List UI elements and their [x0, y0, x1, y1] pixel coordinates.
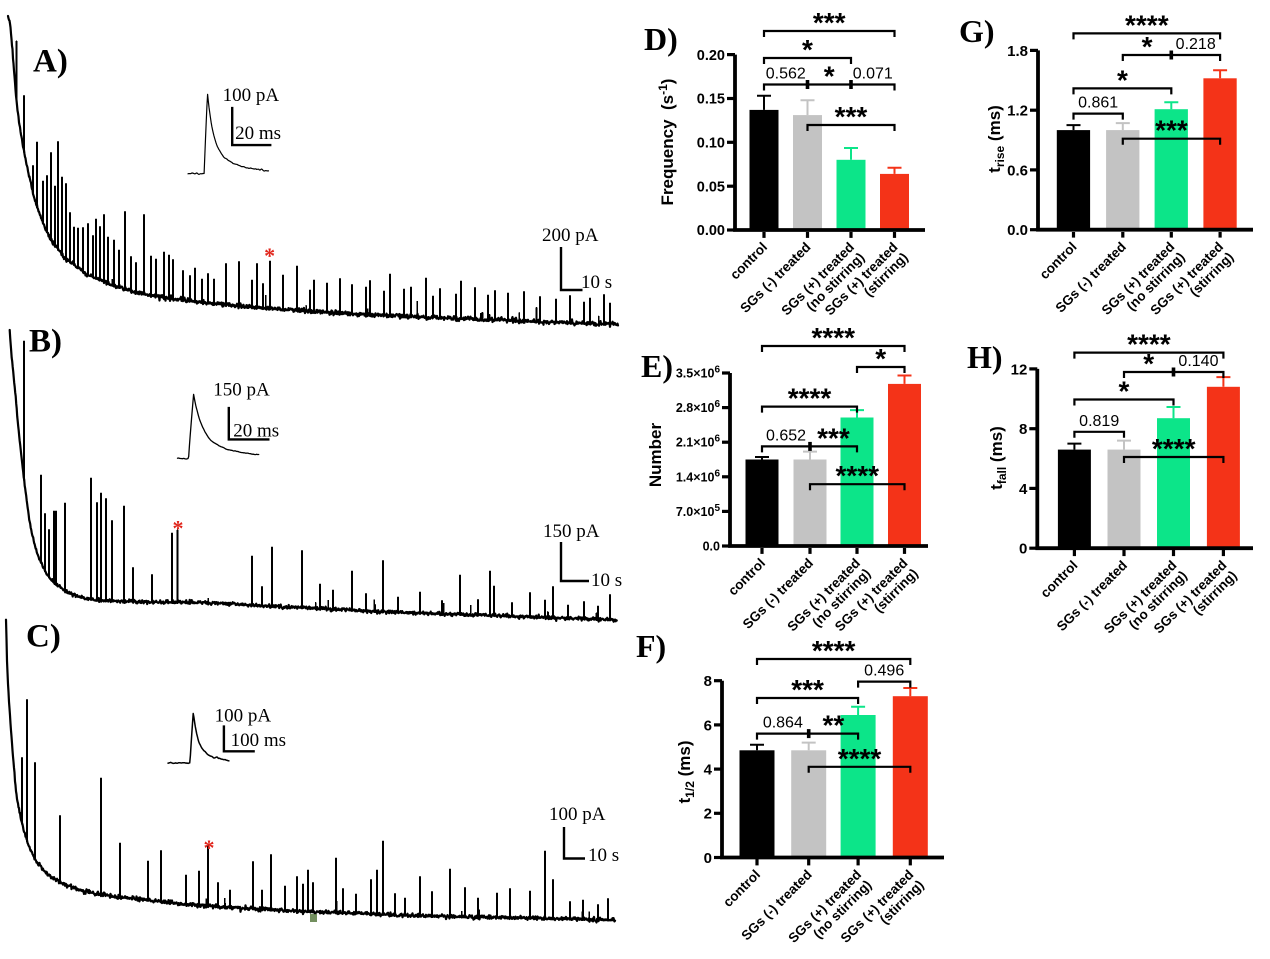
svg-text:****: **** [838, 743, 882, 774]
svg-text:0.652: 0.652 [766, 427, 806, 444]
svg-text:*: * [1142, 31, 1153, 62]
svg-text:****: **** [1125, 9, 1169, 40]
svg-text:***: *** [791, 674, 824, 705]
svg-text:0.496: 0.496 [864, 663, 904, 680]
svg-text:10 s: 10 s [581, 272, 612, 293]
svg-text:***: *** [813, 7, 846, 38]
svg-text:****: **** [1152, 433, 1196, 464]
svg-text:G): G) [959, 13, 995, 49]
svg-text:D): D) [644, 21, 678, 57]
svg-text:8: 8 [1019, 421, 1027, 438]
svg-text:0.00: 0.00 [697, 223, 725, 239]
svg-text:4: 4 [1019, 481, 1028, 498]
svg-text:control: control [1037, 239, 1080, 282]
svg-text:3.5×106: 3.5×106 [676, 365, 721, 381]
svg-text:*: * [204, 835, 215, 860]
svg-text:***: *** [1155, 115, 1188, 146]
svg-text:Frequency (s-1): Frequency (s-1) [656, 79, 677, 206]
svg-text:150 pA: 150 pA [543, 521, 600, 542]
svg-text:Number: Number [646, 423, 665, 488]
svg-text:0.0: 0.0 [703, 540, 720, 554]
svg-text:0.140: 0.140 [1178, 353, 1218, 370]
svg-text:***: *** [817, 422, 850, 453]
svg-text:4: 4 [704, 762, 713, 779]
svg-text:*: * [824, 61, 835, 92]
svg-text:200 pA: 200 pA [542, 225, 599, 246]
svg-text:1.2: 1.2 [1007, 103, 1028, 120]
svg-text:****: **** [811, 322, 855, 353]
svg-text:1.4×106: 1.4×106 [676, 468, 721, 484]
svg-text:control: control [720, 867, 763, 910]
svg-text:control: control [1038, 558, 1081, 601]
svg-text:2.1×106: 2.1×106 [676, 434, 721, 450]
svg-text:100 pA: 100 pA [223, 85, 280, 106]
svg-text:8: 8 [704, 673, 712, 690]
svg-text:0: 0 [704, 850, 712, 867]
svg-text:0.0: 0.0 [1007, 222, 1028, 239]
svg-text:2: 2 [704, 806, 712, 823]
svg-text:*: * [1117, 64, 1128, 95]
svg-text:0.05: 0.05 [697, 179, 725, 195]
svg-text:0.20: 0.20 [697, 48, 725, 64]
svg-text:**: ** [823, 710, 845, 741]
svg-text:trise (ms): trise (ms) [985, 105, 1007, 173]
svg-text:tfall (ms): tfall (ms) [987, 426, 1009, 490]
svg-text:0: 0 [1019, 541, 1027, 558]
svg-text:150 pA: 150 pA [213, 380, 270, 401]
svg-text:0.071: 0.071 [853, 66, 893, 83]
svg-text:H): H) [967, 339, 1003, 375]
svg-text:****: **** [1127, 329, 1171, 360]
svg-text:A): A) [33, 44, 68, 80]
svg-text:0.819: 0.819 [1079, 413, 1119, 430]
svg-text:100 pA: 100 pA [215, 706, 272, 727]
svg-text:10 s: 10 s [588, 845, 619, 866]
svg-text:1.8: 1.8 [1007, 43, 1028, 60]
svg-text:****: **** [812, 635, 856, 666]
svg-text:t1/2 (ms): t1/2 (ms) [675, 741, 697, 804]
svg-text:0.15: 0.15 [697, 92, 725, 108]
svg-text:*: * [1118, 376, 1129, 407]
svg-text:***: *** [835, 101, 868, 132]
svg-text:*: * [1143, 348, 1154, 379]
svg-text:****: **** [835, 460, 879, 491]
svg-text:0.6: 0.6 [1007, 162, 1028, 179]
svg-text:0.864: 0.864 [763, 715, 803, 732]
svg-text:100 pA: 100 pA [549, 804, 606, 825]
svg-text:6: 6 [704, 717, 712, 734]
svg-text:control: control [725, 555, 768, 598]
svg-text:20 ms: 20 ms [235, 123, 281, 144]
svg-text:100 ms: 100 ms [231, 730, 286, 751]
svg-text:7.0×105: 7.0×105 [676, 503, 721, 519]
svg-text:E): E) [641, 348, 673, 384]
svg-text:0.10: 0.10 [697, 136, 725, 152]
svg-text:*: * [802, 34, 813, 65]
svg-text:F): F) [636, 628, 666, 664]
svg-text:20 ms: 20 ms [233, 421, 279, 442]
svg-text:*: * [875, 343, 886, 374]
svg-text:B): B) [29, 324, 62, 360]
svg-text:0.218: 0.218 [1176, 36, 1216, 53]
svg-text:C): C) [26, 619, 61, 655]
svg-text:control: control [727, 239, 770, 282]
svg-text:****: **** [788, 383, 832, 414]
svg-text:0.562: 0.562 [766, 66, 806, 83]
svg-text:*: * [173, 516, 184, 541]
svg-text:12: 12 [1011, 361, 1028, 378]
svg-text:2.8×106: 2.8×106 [676, 399, 721, 415]
svg-text:*: * [264, 243, 275, 268]
svg-text:0.861: 0.861 [1078, 95, 1118, 112]
svg-text:10 s: 10 s [591, 570, 622, 591]
